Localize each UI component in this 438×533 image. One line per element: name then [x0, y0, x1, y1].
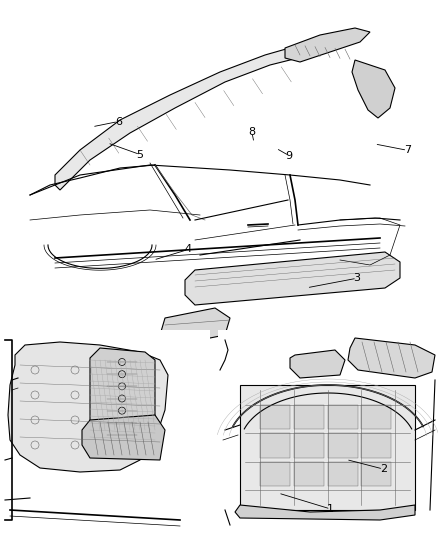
Polygon shape [90, 348, 155, 448]
Text: 7: 7 [404, 146, 411, 155]
Bar [294, 462, 324, 486]
Polygon shape [352, 60, 395, 118]
Polygon shape [55, 42, 335, 190]
Text: 9: 9 [286, 151, 293, 160]
Text: 2: 2 [380, 464, 387, 474]
Text: 1: 1 [327, 504, 334, 514]
Bar [328, 433, 357, 458]
Bar [328, 405, 357, 429]
Bar [361, 433, 391, 458]
Polygon shape [235, 505, 415, 520]
Bar [218, 330, 438, 533]
Bar [260, 433, 290, 458]
Bar [294, 433, 324, 458]
Text: 6: 6 [115, 117, 122, 126]
Polygon shape [285, 28, 370, 62]
Polygon shape [290, 350, 345, 378]
Text: 8: 8 [248, 127, 255, 137]
Bar [240, 385, 415, 510]
Polygon shape [185, 252, 400, 305]
Polygon shape [348, 338, 435, 378]
Bar [361, 462, 391, 486]
Polygon shape [82, 415, 165, 460]
Bar [361, 405, 391, 429]
Polygon shape [160, 308, 230, 345]
Text: 4: 4 [185, 245, 192, 254]
Polygon shape [8, 342, 168, 472]
Bar [260, 405, 290, 429]
Bar [0, 330, 210, 533]
Bar [294, 405, 324, 429]
Bar [328, 462, 357, 486]
Text: 5: 5 [137, 150, 144, 159]
Text: 3: 3 [353, 273, 360, 283]
Bar [260, 462, 290, 486]
